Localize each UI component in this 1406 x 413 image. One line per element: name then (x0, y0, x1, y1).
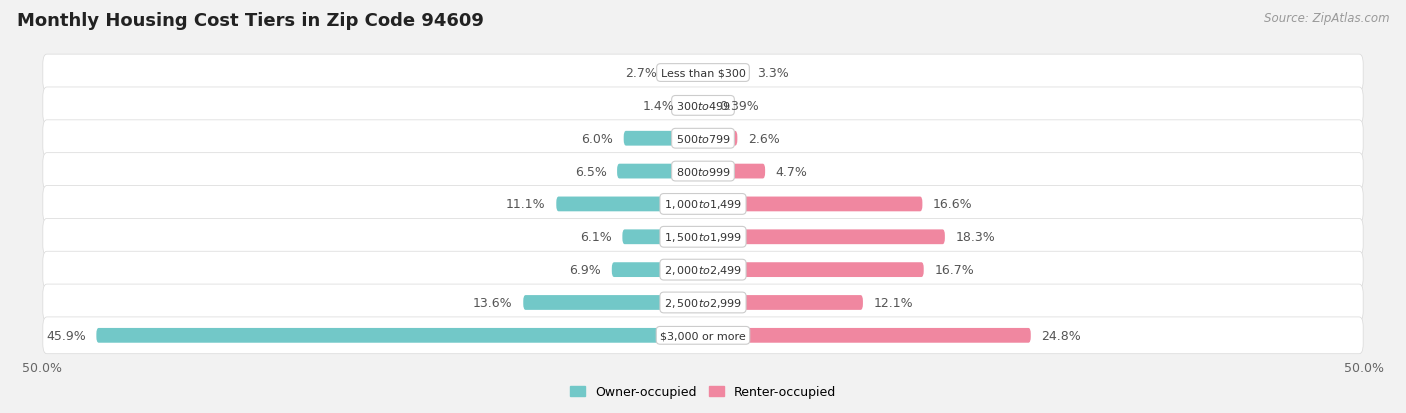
FancyBboxPatch shape (42, 55, 1364, 92)
Text: 45.9%: 45.9% (46, 329, 86, 342)
Text: 12.1%: 12.1% (873, 296, 912, 309)
FancyBboxPatch shape (42, 252, 1364, 288)
FancyBboxPatch shape (703, 263, 924, 278)
FancyBboxPatch shape (97, 328, 703, 343)
FancyBboxPatch shape (624, 131, 703, 146)
Text: 1.4%: 1.4% (643, 100, 673, 113)
FancyBboxPatch shape (623, 230, 703, 244)
FancyBboxPatch shape (617, 164, 703, 179)
FancyBboxPatch shape (703, 164, 765, 179)
Text: 6.0%: 6.0% (581, 133, 613, 145)
Text: 16.6%: 16.6% (934, 198, 973, 211)
Text: $500 to $799: $500 to $799 (675, 133, 731, 145)
Bar (703, 99, 709, 114)
Text: Less than $300: Less than $300 (661, 69, 745, 78)
FancyBboxPatch shape (42, 88, 1364, 124)
FancyBboxPatch shape (42, 153, 1364, 190)
FancyBboxPatch shape (612, 263, 703, 278)
Text: 4.7%: 4.7% (776, 165, 807, 178)
FancyBboxPatch shape (703, 66, 747, 81)
Text: $800 to $999: $800 to $999 (675, 166, 731, 178)
Text: $2,000 to $2,499: $2,000 to $2,499 (664, 263, 742, 276)
Text: 6.9%: 6.9% (569, 263, 602, 276)
FancyBboxPatch shape (42, 285, 1364, 321)
Text: 16.7%: 16.7% (934, 263, 974, 276)
Text: 2.6%: 2.6% (748, 133, 780, 145)
Text: 0.39%: 0.39% (718, 100, 758, 113)
Text: $300 to $499: $300 to $499 (675, 100, 731, 112)
FancyBboxPatch shape (685, 99, 703, 114)
FancyBboxPatch shape (523, 295, 703, 310)
FancyBboxPatch shape (703, 197, 922, 212)
FancyBboxPatch shape (703, 295, 863, 310)
FancyBboxPatch shape (42, 219, 1364, 256)
Text: 24.8%: 24.8% (1042, 329, 1081, 342)
FancyBboxPatch shape (557, 197, 703, 212)
Legend: Owner-occupied, Renter-occupied: Owner-occupied, Renter-occupied (565, 380, 841, 403)
FancyBboxPatch shape (42, 317, 1364, 354)
Text: $1,000 to $1,499: $1,000 to $1,499 (664, 198, 742, 211)
Text: Monthly Housing Cost Tiers in Zip Code 94609: Monthly Housing Cost Tiers in Zip Code 9… (17, 12, 484, 30)
Text: Source: ZipAtlas.com: Source: ZipAtlas.com (1264, 12, 1389, 25)
Text: 6.5%: 6.5% (575, 165, 606, 178)
Text: $2,500 to $2,999: $2,500 to $2,999 (664, 296, 742, 309)
Text: 18.3%: 18.3% (956, 231, 995, 244)
Text: 2.7%: 2.7% (624, 67, 657, 80)
FancyBboxPatch shape (703, 131, 737, 146)
Text: $1,500 to $1,999: $1,500 to $1,999 (664, 231, 742, 244)
Text: 13.6%: 13.6% (472, 296, 513, 309)
Text: 3.3%: 3.3% (758, 67, 789, 80)
FancyBboxPatch shape (703, 328, 1031, 343)
FancyBboxPatch shape (703, 230, 945, 244)
FancyBboxPatch shape (42, 186, 1364, 223)
FancyBboxPatch shape (42, 121, 1364, 157)
Text: 6.1%: 6.1% (581, 231, 612, 244)
Text: $3,000 or more: $3,000 or more (661, 330, 745, 340)
Text: 11.1%: 11.1% (506, 198, 546, 211)
FancyBboxPatch shape (668, 66, 703, 81)
